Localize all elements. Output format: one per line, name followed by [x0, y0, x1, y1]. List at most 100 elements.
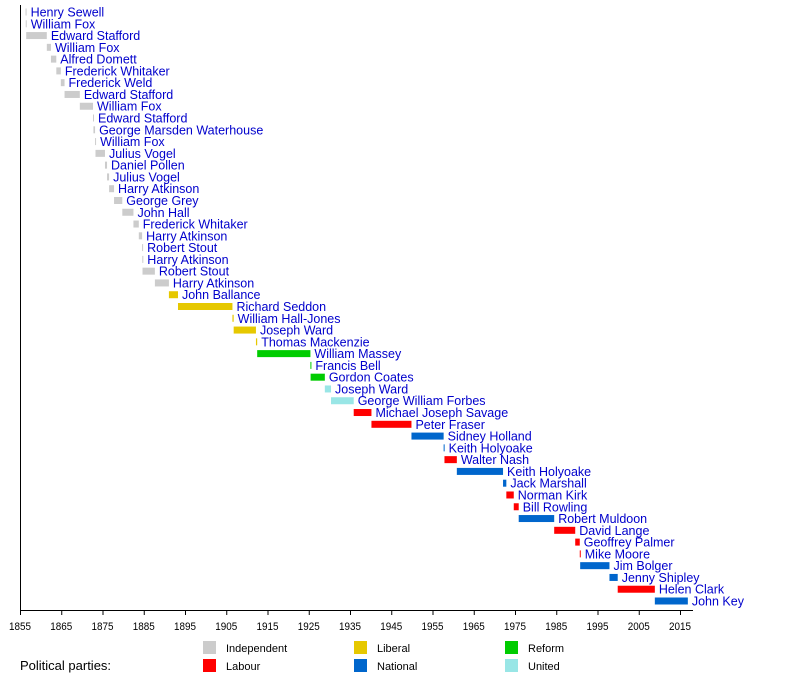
pm-label[interactable]: George Marsden Waterhouse [99, 123, 263, 137]
pm-label[interactable]: Gordon Coates [329, 371, 414, 385]
pm-label[interactable]: Mike Moore [585, 547, 650, 561]
pm-label[interactable]: David Lange [579, 524, 649, 538]
term-bar [142, 244, 144, 252]
pm-label[interactable]: Michael Joseph Savage [375, 406, 508, 420]
pm-label[interactable]: William Fox [55, 41, 120, 55]
pm-label[interactable]: Harry Atkinson [147, 253, 228, 267]
term-bar [371, 420, 412, 428]
term-bar [25, 20, 27, 28]
term-bar [444, 456, 457, 464]
pm-label[interactable]: Frederick Whitaker [143, 218, 248, 232]
pm-label[interactable]: Alfred Domett [60, 53, 137, 67]
legend-label: Labour [226, 661, 261, 673]
term-bar [107, 173, 110, 181]
pm-label[interactable]: Harry Atkinson [146, 229, 227, 243]
term-bar [310, 361, 312, 369]
x-tick-label: 1865 [50, 621, 72, 633]
term-bar [255, 338, 258, 346]
pm-label[interactable]: William Hall-Jones [238, 312, 341, 326]
term-bar [503, 479, 507, 487]
term-bar [50, 55, 57, 63]
pm-label[interactable]: Jack Marshall [510, 477, 586, 491]
pm-label[interactable]: Walter Nash [461, 453, 529, 467]
x-tick-label: 1885 [133, 621, 155, 633]
term-bar [617, 585, 655, 593]
pm-label[interactable]: Keith Holyoake [449, 441, 533, 455]
pm-label[interactable]: Julius Vogel [109, 147, 176, 161]
x-tick-label: 2005 [628, 621, 650, 633]
legend-label: Independent [226, 643, 287, 655]
legend-swatch [203, 659, 216, 672]
pm-label[interactable]: Harry Atkinson [118, 182, 199, 196]
pm-label[interactable]: Jim Bolger [613, 559, 672, 573]
x-tick-label: 1995 [587, 621, 609, 633]
pm-label[interactable]: John Key [692, 595, 745, 609]
term-bar [232, 314, 234, 322]
pm-label[interactable]: Robert Muldoon [558, 512, 647, 526]
pm-label[interactable]: William Fox [100, 135, 165, 149]
pm-label[interactable]: Daniel Pollen [111, 159, 185, 173]
term-bar [95, 138, 97, 146]
x-tick-label: 1905 [215, 621, 237, 633]
pm-label[interactable]: William Massey [314, 347, 402, 361]
x-tick-label: 1895 [174, 621, 196, 633]
term-bar [60, 79, 65, 87]
pm-label[interactable]: Henry Sewell [31, 6, 105, 20]
pm-label[interactable]: Joseph Ward [335, 382, 408, 396]
legend-label: Reform [528, 643, 564, 655]
pm-label[interactable]: William Fox [97, 100, 162, 114]
term-bar [518, 515, 555, 523]
legend-swatch [505, 641, 518, 654]
pm-label[interactable]: Sidney Holland [448, 430, 532, 444]
pm-label[interactable]: Harry Atkinson [173, 276, 254, 290]
x-tick-label: 1875 [92, 621, 114, 633]
pm-label[interactable]: Helen Clark [659, 583, 725, 597]
x-tick-label: 1955 [422, 621, 444, 633]
term-bar [233, 326, 256, 334]
term-bar [104, 161, 108, 169]
pm-label[interactable]: Robert Stout [159, 265, 230, 279]
pm-label[interactable]: George Grey [126, 194, 199, 208]
term-bar [25, 8, 27, 16]
pm-label[interactable]: Francis Bell [315, 359, 380, 373]
pm-label[interactable]: Peter Fraser [415, 418, 484, 432]
pm-label[interactable]: George William Forbes [358, 394, 486, 408]
term-bar [64, 90, 80, 98]
pm-label[interactable]: Richard Seddon [236, 300, 326, 314]
term-bar [554, 526, 576, 534]
pm-label[interactable]: Julius Vogel [113, 170, 180, 184]
legend-label: United [528, 661, 560, 673]
legend-title: Political parties: [20, 658, 111, 673]
pm-label[interactable]: Jenny Shipley [622, 571, 701, 585]
term-bar [257, 350, 311, 358]
pm-label[interactable]: John Hall [137, 206, 189, 220]
pm-label[interactable]: Edward Stafford [51, 29, 140, 43]
term-bar [93, 126, 96, 134]
x-tick-label: 1965 [463, 621, 485, 633]
pm-label[interactable]: Geoffrey Palmer [584, 536, 675, 550]
pm-label[interactable]: Robert Stout [147, 241, 218, 255]
pm-label[interactable]: William Fox [31, 17, 96, 31]
x-tick-label: 1925 [298, 621, 320, 633]
pm-label[interactable]: Edward Stafford [84, 88, 173, 102]
pm-label[interactable]: Frederick Weld [69, 76, 153, 90]
term-bar [654, 597, 688, 605]
x-tick-label: 1975 [504, 621, 526, 633]
pm-label[interactable]: Keith Holyoake [507, 465, 591, 479]
pm-label[interactable]: Thomas Mackenzie [261, 335, 369, 349]
term-bar [154, 279, 169, 287]
term-bar [168, 291, 178, 299]
pm-label[interactable]: Norman Kirk [518, 488, 588, 502]
pm-label[interactable]: Joseph Ward [260, 324, 333, 338]
pm-label[interactable]: Edward Stafford [98, 112, 187, 126]
term-bar [456, 467, 504, 475]
term-bar [353, 409, 372, 417]
legend-label: Liberal [377, 643, 410, 655]
pm-label[interactable]: Frederick Whitaker [65, 64, 170, 78]
x-tick-label: 1945 [380, 621, 402, 633]
term-bar [310, 373, 325, 381]
term-bar [93, 114, 95, 122]
x-tick-label: 1935 [339, 621, 361, 633]
pm-label[interactable]: John Ballance [182, 288, 261, 302]
pm-label[interactable]: Bill Rowling [523, 500, 588, 514]
